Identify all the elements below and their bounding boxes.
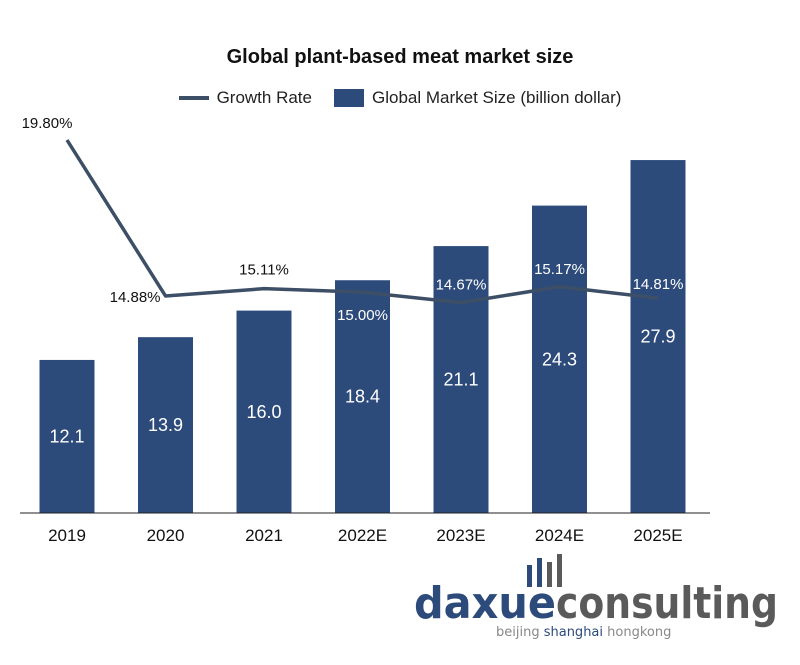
bar (39, 359, 95, 513)
bar-value-label: 27.9 (640, 327, 675, 347)
legend-line-swatch (178, 96, 209, 100)
growth-rate-label: 19.80% (22, 115, 73, 132)
bar (335, 280, 390, 513)
bar (532, 205, 587, 514)
growth-rate-label: 15.17% (534, 261, 585, 278)
legend-label-growth: Growth Rate (216, 88, 312, 107)
daxue-logo: daxue consulting beijing shanghai hongko… (414, 554, 778, 640)
growth-rate-label: 15.11% (239, 262, 289, 279)
legend: Growth Rate Global Market Size (billion … (0, 88, 800, 108)
growth-rate-label: 14.88% (110, 289, 161, 306)
x-tick-label: 2025E (633, 526, 682, 545)
bar-value-label: 24.3 (542, 349, 577, 369)
chart-title: Global plant-based meat market size (226, 46, 574, 68)
growth-rate-label: 15.00% (337, 307, 388, 324)
growth-rate-label: 14.81% (633, 276, 684, 293)
x-tick-label: 2023E (436, 526, 485, 545)
x-tick-label: 2019 (48, 526, 86, 545)
bar (236, 310, 292, 513)
growth-rate-label: 14.67% (436, 277, 487, 294)
bar (433, 246, 489, 513)
bar-value-label: 13.9 (148, 415, 183, 435)
svg-text:beijing shanghai hongkong: beijing shanghai hongkong (496, 625, 671, 640)
bar-value-label: 16.0 (246, 402, 281, 422)
bar-value-label: 12.1 (49, 426, 84, 446)
svg-text:consulting: consulting (556, 578, 778, 629)
bar (630, 160, 686, 513)
svg-text:daxue: daxue (414, 578, 556, 629)
x-tick-label: 2020 (147, 526, 185, 545)
legend-label-market: Global Market Size (billion dollar) (372, 88, 622, 107)
legend-bar-swatch (334, 89, 364, 107)
growth-rate-line (65, 139, 659, 305)
bar-value-label: 21.1 (443, 370, 478, 390)
x-tick-label: 2024E (535, 526, 584, 545)
bar-value-label: 18.4 (345, 387, 380, 407)
bar (138, 337, 193, 513)
x-tick-label: 2022E (338, 526, 387, 545)
x-tick-label: 2021 (245, 526, 283, 545)
